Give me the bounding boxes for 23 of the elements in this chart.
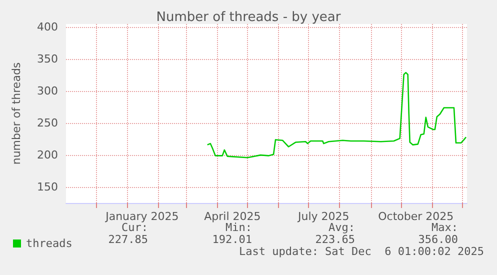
y-tick-label: 150 [37,180,58,194]
x-tick-label: April 2025 [204,210,261,223]
text: Avg: [328,221,355,234]
text: Last update: Sat Dec 6 01:00:02 2025 [238,245,484,258]
text: Max: [432,221,458,234]
y-axis-title: number of threads [10,62,23,165]
chart-title: Number of threads - by year [156,10,342,25]
text: 227.85 [108,233,148,246]
y-tick-label: 250 [37,116,58,130]
legend-label: threads [26,237,72,250]
y-tick-label: 200 [37,148,58,162]
line-series [206,72,467,158]
text: Min: [226,221,252,234]
text: 192.01 [212,233,252,246]
x-tick-label: October 2025 [378,210,454,223]
y-tick-label: 400 [37,20,58,34]
text: 223.65 [315,233,355,246]
x-tick-label: July 2025 [297,210,350,223]
text: 356.00 [418,233,458,246]
text: Cur: [122,221,148,234]
x-tick-label: January 2025 [104,210,179,223]
y-tick-label: 350 [37,52,58,66]
y-tick-label: 300 [37,84,58,98]
